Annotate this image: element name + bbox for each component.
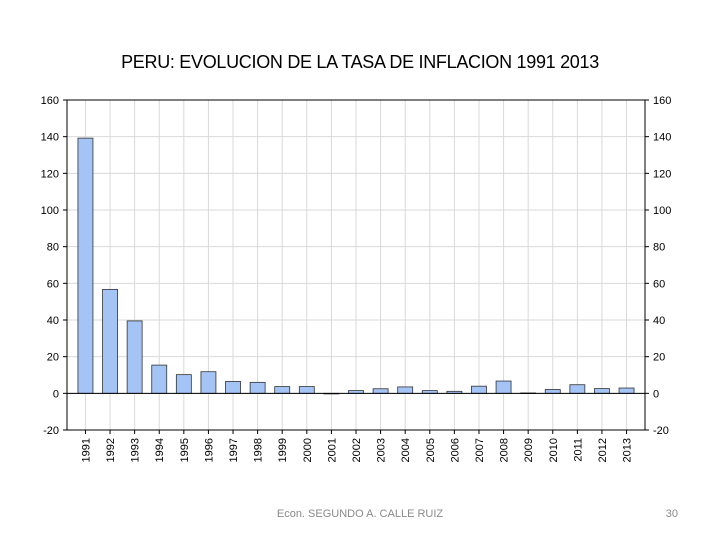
bar-1991 <box>77 137 94 394</box>
bar-1999 <box>274 386 291 394</box>
x-tick-label: 2000 <box>302 438 314 462</box>
x-tick-label: 1999 <box>277 438 289 462</box>
page-number: 30 <box>665 508 678 520</box>
y-tick-label-right: 160 <box>653 95 671 107</box>
x-tick-label: 2007 <box>474 438 486 462</box>
x-tick-label: 1998 <box>253 438 265 462</box>
y-tick-label-right: 100 <box>653 205 671 217</box>
y-tick-label-right: 0 <box>653 388 659 400</box>
bar-2007 <box>471 385 487 394</box>
x-tick-label: 2001 <box>326 438 338 462</box>
x-tick-label: 2002 <box>351 438 363 462</box>
bar-2004 <box>397 386 414 394</box>
bar-1996 <box>200 371 217 394</box>
bar-1997 <box>225 381 241 394</box>
y-tick-label-right: -20 <box>653 425 669 437</box>
bar-2012 <box>594 388 610 394</box>
x-tick-label: 2011 <box>572 438 584 462</box>
chart-title: PERU: EVOLUCION DE LA TASA DE INFLACION … <box>121 52 599 72</box>
x-tick-label: 2012 <box>597 438 609 462</box>
x-tick-label: 1995 <box>179 438 191 462</box>
bar-1992 <box>102 288 118 394</box>
y-tick-label-left: 100 <box>41 205 59 217</box>
y-tick-label-left: -20 <box>43 425 59 437</box>
y-tick-label-right: 60 <box>653 278 665 290</box>
bar-1993 <box>126 320 143 394</box>
y-tick-label-left: 20 <box>47 352 59 364</box>
bar-2008 <box>495 380 512 394</box>
y-tick-label-left: 140 <box>41 132 59 144</box>
bar-2010 <box>544 389 561 394</box>
plot-frame <box>66 99 646 431</box>
y-tick-label-left: 120 <box>41 168 59 180</box>
x-tick-label: 2010 <box>548 438 560 462</box>
bar-2013 <box>618 387 635 394</box>
x-tick-label: 2003 <box>376 438 388 462</box>
x-tick-label: 2013 <box>622 438 634 462</box>
x-tick-label: 2005 <box>425 438 437 462</box>
y-tick-label-right: 80 <box>653 242 665 254</box>
y-tick-label-left: 160 <box>41 95 59 107</box>
bar-chart: -20 -20 0 0 20 20 40 40 60 60 80 80 100 100 120 120 140 1… <box>41 95 672 462</box>
x-tick-label: 2006 <box>449 438 461 462</box>
axes <box>63 99 649 434</box>
bar-1998 <box>249 381 266 394</box>
x-tick-label: 1996 <box>203 438 215 462</box>
y-tick-label-right: 40 <box>653 315 665 327</box>
bars <box>77 137 635 395</box>
tick-labels: -20 -20 0 0 20 20 40 40 60 60 80 80 100 100 120 120 140 1… <box>41 95 672 462</box>
x-tick-label: 2008 <box>499 438 511 462</box>
bar-1994 <box>151 364 168 394</box>
y-tick-label-left: 40 <box>47 315 59 327</box>
x-tick-label: 2004 <box>400 438 412 462</box>
y-tick-label-right: 20 <box>653 352 665 364</box>
x-tick-label: 1994 <box>154 438 166 462</box>
bar-1995 <box>175 374 192 394</box>
x-tick-label: 1991 <box>80 438 92 462</box>
y-tick-label-left: 60 <box>47 278 59 290</box>
x-tick-label: 1997 <box>228 438 240 462</box>
y-tick-label-right: 140 <box>653 132 671 144</box>
y-tick-label-left: 0 <box>53 388 59 400</box>
footer-author: Econ. SEGUNDO A. CALLE RUIZ <box>276 508 444 520</box>
y-tick-label-right: 120 <box>653 168 671 180</box>
y-tick-label-left: 80 <box>47 242 59 254</box>
bar-2003 <box>372 388 389 394</box>
x-tick-label: 1993 <box>130 438 142 462</box>
x-tick-label: 1992 <box>105 438 117 462</box>
bar-2000 <box>298 386 315 394</box>
x-tick-label: 2009 <box>523 438 535 462</box>
bar-2011 <box>569 384 586 394</box>
